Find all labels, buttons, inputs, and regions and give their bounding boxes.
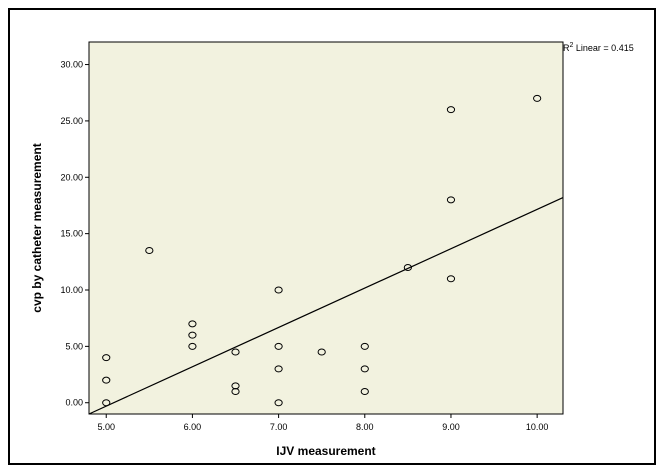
data-point <box>145 247 154 255</box>
data-point <box>231 348 240 356</box>
data-point <box>360 365 369 373</box>
data-point <box>446 275 456 283</box>
x-tick-label: 5.00 <box>97 422 115 432</box>
y-tick-label: 25.00 <box>60 116 83 126</box>
x-axis: 5.00 6.00 7.00 8.00 9.00 10.00 <box>97 414 548 432</box>
data-point <box>274 342 283 350</box>
data-point <box>231 382 240 390</box>
x-tick-label: 9.00 <box>442 422 460 432</box>
y-tick-label: 5.00 <box>65 341 83 351</box>
y-tick-label: 0.00 <box>65 398 83 408</box>
data-point <box>360 387 369 395</box>
y-tick-label: 15.00 <box>60 229 83 239</box>
x-axis-title: IJV measurement <box>276 444 375 458</box>
plot-area <box>88 41 564 415</box>
data-point <box>533 94 542 102</box>
data-point <box>274 286 283 294</box>
data-point <box>446 106 456 114</box>
data-point <box>102 354 111 362</box>
y-axis-title: cvp by catheter measurement <box>30 143 44 312</box>
x-tick-label: 7.00 <box>270 422 288 432</box>
y-tick-label: 20.00 <box>60 172 83 182</box>
r-squared-annotation: R2 Linear = 0.415 <box>563 42 634 53</box>
x-tick-label: 6.00 <box>184 422 202 432</box>
data-point <box>188 320 197 328</box>
x-tick-label: 8.00 <box>356 422 374 432</box>
data-point <box>274 399 283 407</box>
fit-line <box>88 197 564 415</box>
y-tick-label: 10.00 <box>60 285 83 295</box>
data-point <box>403 263 412 271</box>
data-point <box>188 342 197 350</box>
data-points <box>102 94 542 407</box>
data-point <box>317 348 326 356</box>
data-point <box>446 196 456 204</box>
y-tick-label: 30.00 <box>60 60 83 70</box>
y-axis: 0.00 5.00 10.00 15.00 20.00 25.00 30.00 <box>60 60 89 408</box>
x-tick-label: 10.00 <box>526 422 549 432</box>
data-point <box>360 342 369 350</box>
data-point <box>188 331 197 339</box>
data-point <box>102 399 111 407</box>
data-point <box>102 376 111 384</box>
data-point <box>274 365 283 373</box>
